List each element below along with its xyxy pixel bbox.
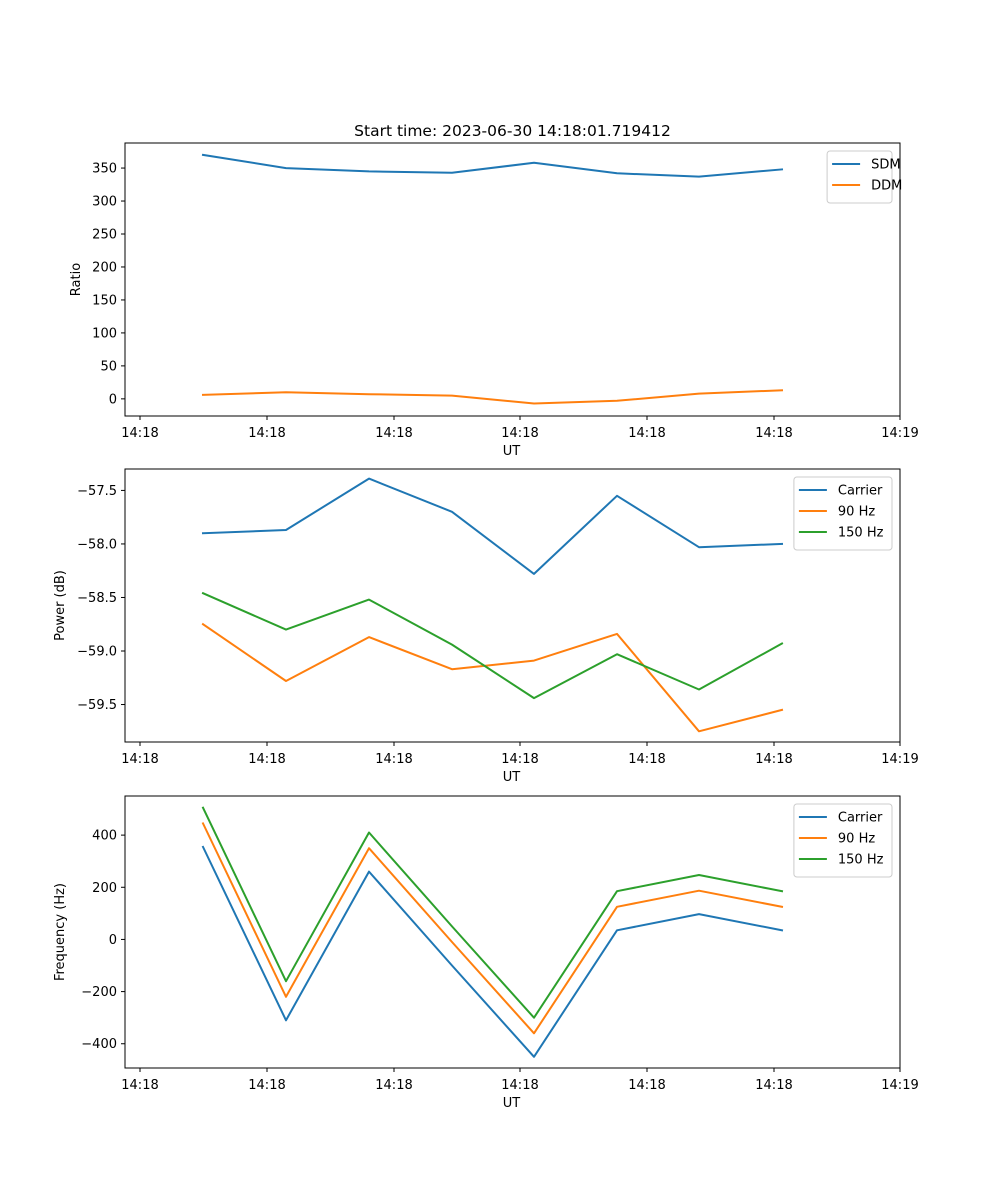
- x-tick-label: 14:18: [121, 1078, 158, 1093]
- x-tick-label: 14:18: [248, 426, 285, 441]
- x-tick-label: 14:18: [501, 1078, 538, 1093]
- y-tick-label: −400: [81, 1037, 117, 1052]
- y-tick-label: 350: [92, 162, 117, 177]
- x-tick-label: 14:18: [248, 752, 285, 767]
- x-tick-label: 14:18: [501, 752, 538, 767]
- x-tick-label: 14:19: [881, 752, 918, 767]
- y-tick-label: 200: [92, 881, 117, 896]
- y-tick-label: 300: [92, 195, 117, 210]
- series-line-ddm: [201, 389, 784, 405]
- x-tick-label: 14:18: [628, 426, 665, 441]
- y-tick-label: 250: [92, 228, 117, 243]
- axes-frame: [124, 142, 901, 417]
- y-axis-label: Power (dB): [53, 570, 68, 641]
- legend-label: SDM: [871, 158, 900, 173]
- x-tick-label: 14:18: [501, 426, 538, 441]
- legend-label: DDM: [871, 179, 902, 194]
- legend-label: 90 Hz: [838, 505, 875, 520]
- y-tick-label: −59.5: [77, 698, 117, 713]
- series-line-sdm: [201, 153, 784, 178]
- legend: Carrier 90 Hz 150 Hz: [793, 476, 893, 551]
- x-tick-label: 14:18: [755, 426, 792, 441]
- y-tick-label: 400: [92, 829, 117, 844]
- x-tick-label: 14:18: [121, 752, 158, 767]
- x-tick-label: 14:19: [881, 1078, 918, 1093]
- legend: SDM DDM: [826, 150, 902, 204]
- legend-label: 90 Hz: [838, 832, 875, 847]
- y-axis-label: Frequency (Hz): [53, 883, 68, 981]
- figure-title: Start time: 2023-06-30 14:18:01.719412: [354, 122, 671, 140]
- y-tick-label: −59.0: [77, 645, 117, 660]
- series-line-150-hz: [201, 591, 784, 700]
- y-tick-label: 0: [109, 933, 117, 948]
- legend-label: 150 Hz: [838, 853, 884, 868]
- subplot-2: −57.5 −58.0 −58.5 −59.0 −59.5 14:18 14:18 14:18…: [53, 468, 919, 785]
- axes-frame: [124, 468, 901, 743]
- x-axis-label: UT: [503, 1096, 521, 1111]
- legend: Carrier 90 Hz 150 Hz: [793, 803, 893, 878]
- subplot-3: 400 200 0 −200 −400 14:18 14:18 14:18 14:18 14:18…: [53, 795, 919, 1111]
- x-tick-label: 14:18: [628, 1078, 665, 1093]
- y-tick-label: 150: [92, 293, 117, 308]
- x-tick-label: 14:19: [881, 426, 918, 441]
- series-line-carrier: [201, 477, 784, 575]
- series-line-150-hz: [201, 806, 784, 1019]
- subplots: 0 50 100 150 200 250 300 350 14:18 14:18 14:18 14:1…: [53, 142, 919, 1111]
- x-tick-label: 14:18: [121, 426, 158, 441]
- y-tick-label: 100: [92, 326, 117, 341]
- x-tick-label: 14:18: [375, 426, 412, 441]
- x-axis-label: UT: [503, 770, 521, 785]
- x-tick-label: 14:18: [375, 752, 412, 767]
- x-tick-label: 14:18: [755, 752, 792, 767]
- series-line-90-hz: [201, 822, 784, 1035]
- y-tick-label: −58.0: [77, 537, 117, 552]
- y-tick-label: 0: [109, 392, 117, 407]
- legend-label: 150 Hz: [838, 526, 884, 541]
- series-line-carrier: [201, 845, 784, 1058]
- y-tick-label: 50: [100, 359, 117, 374]
- x-tick-label: 14:18: [375, 1078, 412, 1093]
- axes-frame: [124, 795, 901, 1069]
- x-tick-label: 14:18: [628, 752, 665, 767]
- x-tick-label: 14:18: [755, 1078, 792, 1093]
- x-tick-label: 14:18: [248, 1078, 285, 1093]
- x-axis-label: UT: [503, 444, 521, 459]
- y-tick-label: −57.5: [77, 484, 117, 499]
- y-tick-label: −200: [81, 985, 117, 1000]
- y-tick-label: −58.5: [77, 591, 117, 606]
- legend-label: Carrier: [838, 811, 883, 826]
- legend-label: Carrier: [838, 484, 883, 499]
- series-line-90-hz: [201, 622, 784, 733]
- y-tick-label: 200: [92, 260, 117, 275]
- subplot-1: 0 50 100 150 200 250 300 350 14:18 14:18 14:18 14:1…: [69, 142, 919, 459]
- y-axis-label: Ratio: [69, 263, 84, 296]
